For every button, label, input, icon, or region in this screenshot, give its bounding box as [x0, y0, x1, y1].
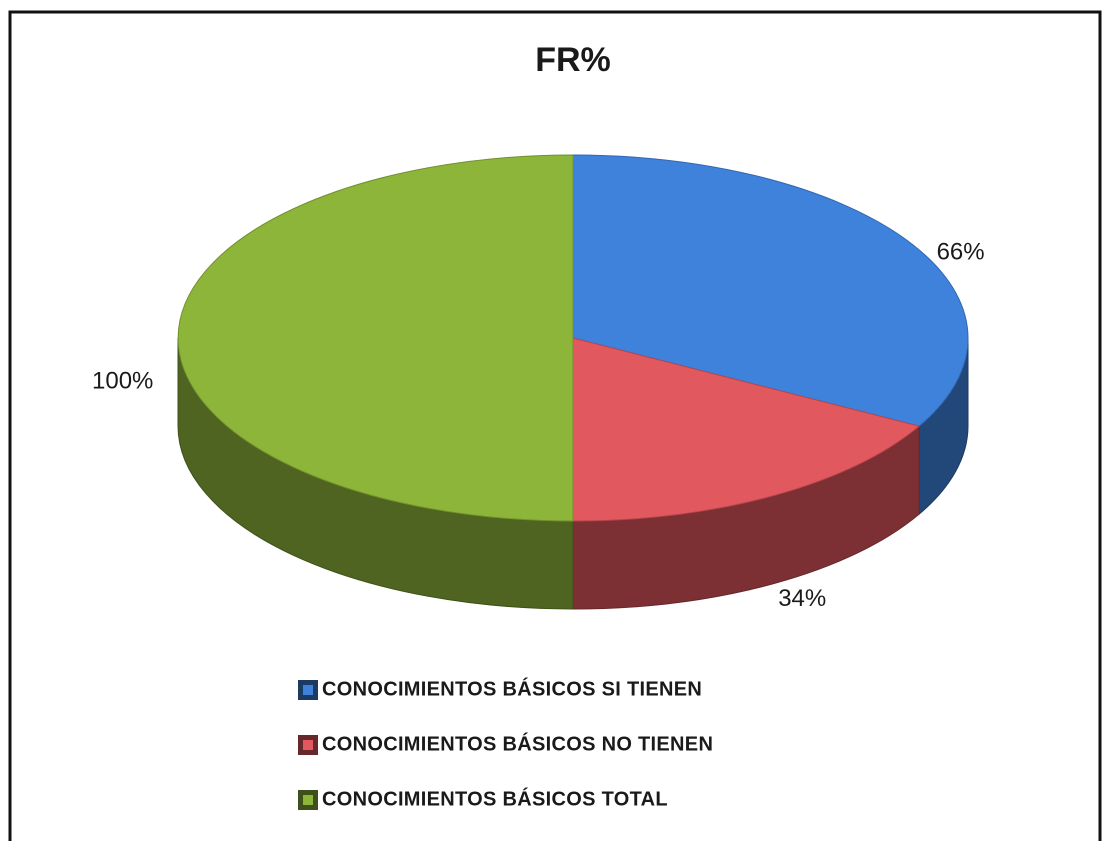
- data-label: 34%: [778, 585, 826, 612]
- slice-top: [572, 154, 969, 427]
- slice-top: [572, 337, 921, 522]
- slice-top: [177, 154, 574, 522]
- legend-label: CONOCIMIENTOS BÁSICOS SI TIENEN: [322, 677, 702, 700]
- pie-slice: [572, 154, 969, 516]
- data-label: 100%: [92, 367, 153, 394]
- legend-label: CONOCIMIENTOS BÁSICOS NO TIENEN: [322, 732, 713, 755]
- legend-label: CONOCIMIENTOS BÁSICOS TOTAL: [322, 787, 668, 810]
- legend-swatch-inner: [303, 685, 313, 695]
- legend-swatch-inner: [303, 795, 313, 805]
- pie-slice: [177, 154, 574, 610]
- legend-swatch-inner: [303, 740, 313, 750]
- data-label: 66%: [937, 239, 985, 266]
- chart-title: FR%: [535, 41, 611, 79]
